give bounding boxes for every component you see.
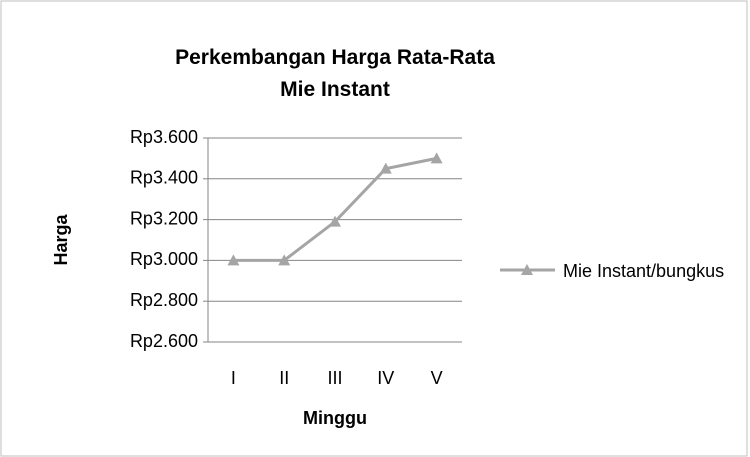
point [329,215,341,227]
x-tick-label: II [279,368,289,388]
point [278,254,291,266]
point [379,162,392,174]
y-tick-label: Rp2.600 [130,331,198,351]
x-axis-label: Minggu [303,408,367,428]
x-tick-label: I [231,368,236,388]
y-axis-label: Harga [51,214,71,266]
y-tick-label: Rp3.200 [130,208,198,228]
y-tick-label: Rp3.000 [130,249,198,269]
legend-label: Mie Instant/bungkus [563,261,725,281]
point [430,152,443,164]
y-tick-label: Rp3.400 [130,168,198,188]
x-tick-label: III [327,368,342,388]
legend-marker [521,264,533,275]
chart-title: Perkembangan Harga Rata-Rata Mie Instant [175,46,495,101]
y-tick-label: Rp2.800 [130,290,198,310]
x-tick-label: IV [377,368,394,388]
x-tick-label: V [431,368,443,388]
y-tick-label: Rp3.600 [130,127,198,147]
point [227,254,240,266]
